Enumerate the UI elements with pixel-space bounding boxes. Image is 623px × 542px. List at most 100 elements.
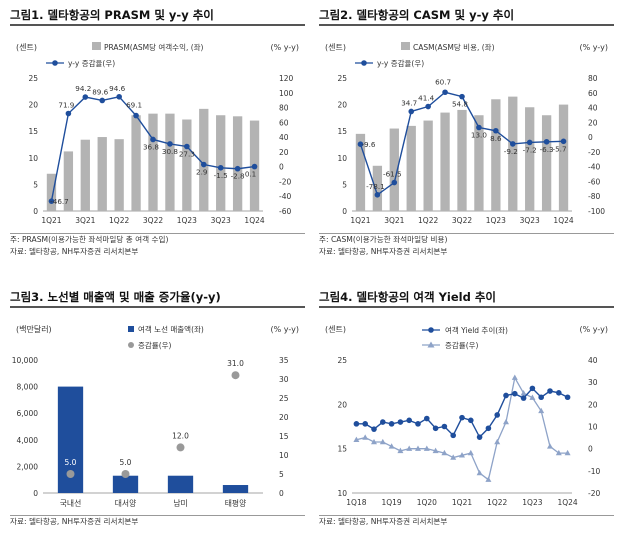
legend-bar-label: PRASM(ASM당 여객수익, (좌): [104, 42, 204, 52]
figure-4-bottom-rule: [319, 515, 614, 516]
legend-line-label: y-y 증감율(우): [377, 58, 424, 68]
y-right-tick-label: -100: [588, 207, 605, 216]
y-left-tick-label: 0: [33, 207, 38, 216]
legend-bar-swatch: [92, 42, 101, 50]
yield-point-3Q23: [547, 388, 553, 394]
yy-point-4Q21: [408, 108, 415, 115]
bar-1Q22: [114, 139, 124, 211]
yy-data-label: -2.8: [231, 172, 245, 181]
growth-point-2Q20: [432, 447, 439, 454]
y-left-tick-label: 2,000: [17, 462, 39, 471]
growth-point-1Q23: [529, 394, 536, 400]
figure-1-rule: [10, 24, 305, 26]
x-tick-label: 1Q22: [418, 216, 438, 225]
yy-point-2Q21: [374, 192, 381, 198]
yield-point-3Q19: [406, 417, 412, 424]
bar-3Q23: [525, 107, 535, 211]
bar-남미: [167, 475, 194, 493]
growth-point-2Q19: [397, 447, 404, 454]
yy-point-1Q22: [116, 93, 122, 100]
yy-point-3Q22: [150, 136, 156, 143]
yy-point-2Q22: [133, 112, 139, 119]
legend-line-label: y-y 증감율(우): [68, 58, 115, 68]
bar-4Q23: [541, 115, 552, 211]
yy-data-label: 41.4: [418, 94, 434, 103]
yy-point-4Q22: [476, 124, 482, 131]
growth-point-국내선: [66, 470, 75, 478]
yield-point-1Q20: [424, 415, 430, 422]
y-right-tick-label: 40: [588, 104, 598, 113]
yield-point-3Q18: [371, 426, 377, 432]
growth-point-1Q20: [423, 445, 430, 451]
legend-line-marker: [52, 60, 58, 66]
y-left-tick-label: 15: [28, 127, 38, 136]
y-right-tick-label: 10: [588, 423, 598, 432]
x-tick-label: 1Q22: [487, 498, 507, 507]
yield-point-2Q18: [362, 421, 368, 427]
legend-bar-label: 여객 노선 매출액(좌): [138, 324, 204, 334]
yy-data-label: 60.7: [435, 77, 451, 86]
yy-data-label: 2.9: [196, 168, 208, 177]
y-right-tick-label: -20: [588, 148, 600, 157]
y-right-tick-label: -40: [588, 163, 600, 172]
x-tick-label: 1Q23: [486, 216, 506, 225]
bar-대서양: [112, 475, 139, 493]
growth-point-태평양: [231, 371, 240, 380]
figure-4-chart: (센트) (% y-y) 10 15 20 25 -20 -10 0 10 20 30 40 여객 Yie…: [325, 324, 608, 507]
yy-data-label: 71.9: [58, 101, 74, 110]
x-tick-label: 3Q21: [384, 216, 404, 225]
yy-data-label: 30.8: [162, 147, 178, 156]
growth-line: [356, 375, 568, 481]
growth-point-2Q23: [538, 407, 545, 414]
bar-2Q21: [372, 165, 383, 211]
y-right-tick-label: 40: [588, 356, 598, 365]
yy-data-label: 27.3: [179, 149, 195, 158]
x-tick-label: 1Q24: [244, 216, 264, 225]
yy-point-4Q23: [543, 138, 550, 145]
y-left-tick-label: 5: [33, 180, 38, 189]
figure-3-title: 그림3. 노선별 매출액 및 매출 증가율(y-y): [10, 290, 221, 304]
growth-point-2Q18: [362, 434, 369, 440]
figure-2-chart: (센트) (% y-y) 0 5 10 15 20 25 -100 -80 -60 -40 -20 0 20…: [325, 42, 608, 225]
growth-point-3Q23: [547, 443, 553, 449]
y-left-tick-label: 20: [337, 101, 347, 110]
yield-point-1Q24: [564, 394, 571, 401]
x-tick-label: 국내선: [60, 499, 82, 508]
figure-4-rule: [319, 306, 614, 308]
yield-point-4Q21: [485, 425, 492, 432]
right-unit-label: (% y-y): [580, 325, 608, 334]
yy-point-1Q23: [493, 127, 499, 134]
y-right-tick-label: 20: [588, 118, 598, 127]
yy-data-label: 8.6: [490, 134, 502, 143]
growth-point-2Q22: [503, 418, 509, 425]
x-tick-label: 1Q24: [553, 216, 573, 225]
x-tick-label: 1Q24: [557, 498, 577, 507]
legend-bar-label: CASM(ASM당 비용, (좌): [413, 42, 495, 52]
y-left-tick-label: 15: [337, 127, 347, 136]
y-right-tick-label: 35: [279, 356, 289, 365]
y-right-tick-label: 0: [279, 163, 284, 172]
y-right-tick-label: 15: [279, 432, 289, 441]
legend-point-label: 증감률(우): [138, 340, 172, 350]
y-left-tick-label: 8,000: [17, 383, 39, 392]
growth-point-3Q21: [476, 469, 483, 476]
y-left-tick-label: 10: [28, 154, 38, 163]
figure-1-chart: (센트) (% y-y) 0 5 10 15 20 25 -60 -40 -20 0 20 40 60 80 1…: [16, 42, 299, 225]
y-right-tick-label: 0: [279, 489, 284, 498]
right-unit-label: (% y-y): [271, 325, 299, 334]
yy-data-label: 89.6: [92, 87, 108, 96]
x-tick-label: 3Q22: [143, 216, 163, 225]
figure-1-bottom-rule: [10, 233, 305, 234]
y-right-tick-label: 20: [279, 413, 289, 422]
figure-3-rule: [10, 306, 305, 308]
x-tick-label: 3Q22: [452, 216, 472, 225]
yy-data-label: -78.1: [366, 182, 385, 191]
bar-4Q22: [474, 115, 484, 211]
growth-point-3Q22: [511, 374, 518, 380]
right-unit-label: (% y-y): [580, 43, 608, 52]
bar-2Q22: [440, 112, 450, 211]
growth-data-label: 5.0: [65, 458, 77, 467]
bar-3Q21: [389, 128, 399, 211]
yy-point-1Q21: [357, 141, 364, 148]
growth-point-1Q21: [459, 452, 465, 458]
